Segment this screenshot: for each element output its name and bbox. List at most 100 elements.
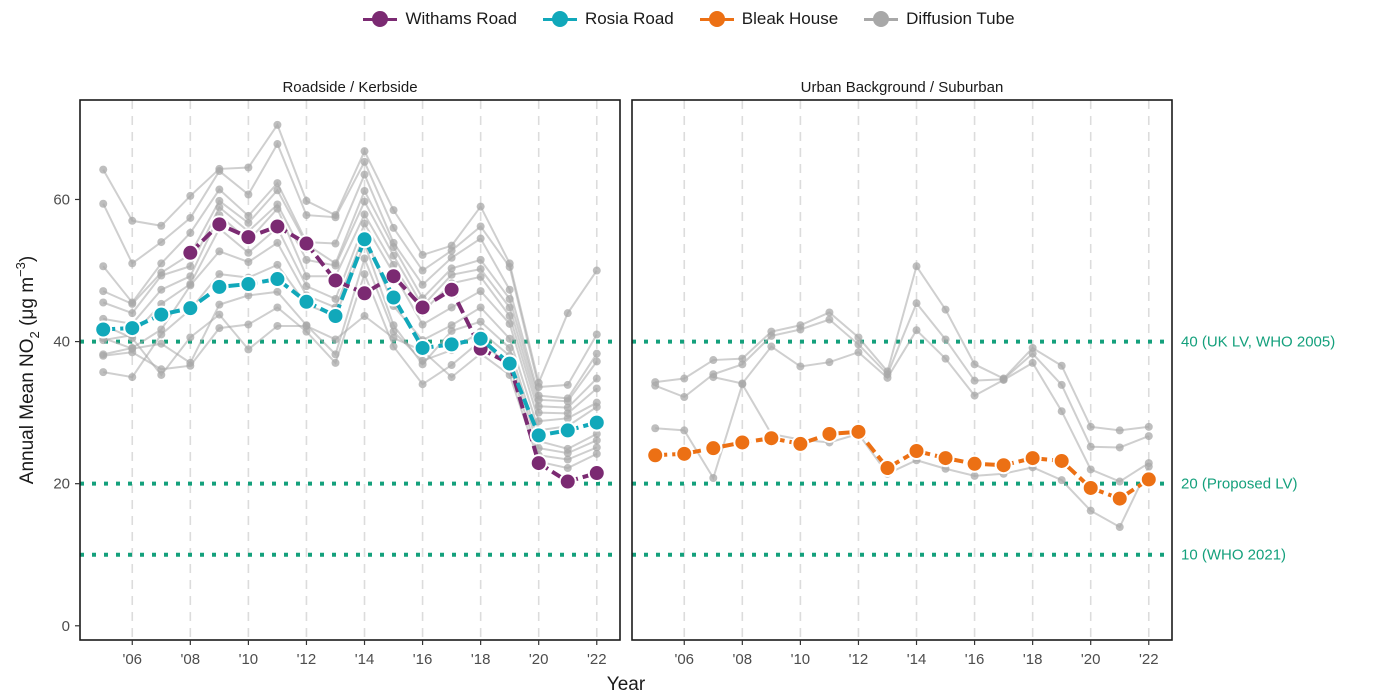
bleak-house-line xyxy=(655,429,1150,501)
rosia-road-point xyxy=(123,319,142,338)
x-tick-label: '08 xyxy=(733,651,753,668)
diffusion-tube-point xyxy=(592,402,601,411)
diffusion-tube-point xyxy=(592,384,601,393)
diffusion-tube-point xyxy=(1057,361,1066,370)
diffusion-tube-point xyxy=(215,300,224,309)
diffusion-tube-point xyxy=(186,361,195,370)
bleak-house-point xyxy=(1139,470,1158,489)
legend-label: Bleak House xyxy=(741,9,839,28)
diffusion-tube-point xyxy=(389,251,398,260)
diffusion-tube-point xyxy=(447,246,456,255)
diffusion-tube-point xyxy=(186,262,195,271)
diffusion-tube-point xyxy=(157,330,166,339)
diffusion-tube-point xyxy=(505,262,514,271)
diffusion-tube-point xyxy=(244,258,253,266)
diffusion-tube-point xyxy=(563,397,572,406)
legend-item-withams-road[interactable]: Withams Road xyxy=(363,9,517,29)
bleak-house-point xyxy=(762,429,781,448)
bleak-house-point xyxy=(1110,489,1129,508)
x-tick-label: '06 xyxy=(122,651,142,668)
diffusion-tube-point xyxy=(912,299,921,308)
diffusion-tube-point xyxy=(709,356,718,365)
diffusion-tube-point xyxy=(360,147,369,156)
x-tick-label: '10 xyxy=(791,651,811,668)
diffusion-tube-point xyxy=(302,282,311,291)
bleak-house-point xyxy=(1023,449,1042,468)
diffusion-tube-point xyxy=(389,260,398,269)
diffusion-tube-point xyxy=(651,424,660,433)
withams-road-point xyxy=(413,298,432,317)
diffusion-tube-point xyxy=(186,191,195,200)
diffusion-tube-point xyxy=(883,373,892,382)
diffusion-tube-point xyxy=(476,202,485,211)
legend-item-rosia-road[interactable]: Rosia Road xyxy=(542,9,674,29)
diffusion-tube-point xyxy=(1086,422,1095,431)
diffusion-tube-point xyxy=(360,219,369,228)
diffusion-tube-point xyxy=(157,238,166,247)
diffusion-tube-point xyxy=(99,368,108,377)
y-axis-title-part: Annual Mean NO xyxy=(17,338,38,484)
diffusion-tube-point xyxy=(999,375,1008,384)
diffusion-tube-point xyxy=(941,354,950,363)
diffusion-tube-point xyxy=(505,319,514,328)
diffusion-tube-point xyxy=(215,167,224,176)
diffusion-tube-point xyxy=(273,238,282,247)
legend-key-rosia-road xyxy=(542,11,577,27)
diffusion-tube-point xyxy=(273,321,282,330)
diffusion-tube-line xyxy=(103,206,598,415)
x-tick-label: '18 xyxy=(1023,651,1043,668)
diffusion-tube-point xyxy=(505,285,514,294)
diffusion-tube-point xyxy=(331,261,340,270)
diffusion-tube-point xyxy=(447,253,456,262)
legend-key-diffusion-tube xyxy=(864,11,899,27)
x-tick-label: '16 xyxy=(413,651,433,668)
diffusion-tube-point xyxy=(128,373,137,382)
diffusion-tube-point xyxy=(244,320,253,329)
diffusion-tube-point xyxy=(331,239,340,248)
legend-label: Diffusion Tube xyxy=(906,9,1015,28)
legend-label: Rosia Road xyxy=(584,9,674,28)
diffusion-tube-point xyxy=(592,374,601,383)
x-tick-label: '20 xyxy=(529,651,549,668)
withams-road-point xyxy=(210,215,229,234)
diffusion-tube-point xyxy=(186,281,195,290)
reference-line-label: 20 (Proposed LV) xyxy=(1181,476,1297,493)
diffusion-tube-point xyxy=(244,218,253,227)
diffusion-tube-point xyxy=(447,321,456,330)
legend-item-bleak-house[interactable]: Bleak House xyxy=(699,9,839,29)
diffusion-tube-point xyxy=(941,305,950,314)
diffusion-tube-point xyxy=(418,356,427,365)
diffusion-tube-point xyxy=(389,334,398,343)
diffusion-tube-point xyxy=(1086,506,1095,515)
diffusion-tube-point xyxy=(505,294,514,303)
diffusion-tube-point xyxy=(302,255,311,264)
rosia-road-point xyxy=(442,335,461,354)
x-tick-label: '10 xyxy=(239,651,259,668)
x-tick-label: '14 xyxy=(907,651,927,668)
diffusion-tube-point xyxy=(592,449,601,458)
diffusion-tube-point xyxy=(128,309,137,318)
diffusion-tube-point xyxy=(825,358,834,367)
withams-road-point xyxy=(442,280,461,299)
legend-item-diffusion-tube[interactable]: Diffusion Tube xyxy=(864,9,1015,29)
reference-line-label: 10 (WHO 2021) xyxy=(1181,547,1286,564)
diffusion-tube-point xyxy=(738,380,747,389)
diffusion-tube-point xyxy=(476,317,485,326)
diffusion-tube-point xyxy=(1057,380,1066,389)
diffusion-tube-point xyxy=(99,298,108,307)
diffusion-tube-line xyxy=(655,381,1150,529)
withams-road-point xyxy=(355,284,374,303)
diffusion-tube-point xyxy=(505,312,514,320)
bleak-house-point xyxy=(646,446,665,465)
diffusion-tube-point xyxy=(418,250,427,259)
diffusion-tube-point xyxy=(99,165,108,174)
bleak-house-point xyxy=(1081,478,1100,497)
diffusion-tube-point xyxy=(244,190,253,199)
legend-label: Withams Road xyxy=(405,9,517,28)
diffusion-tube-point xyxy=(941,335,950,344)
rosia-road-point xyxy=(181,299,200,318)
diffusion-tube-line xyxy=(102,141,598,389)
x-tick-label: '08 xyxy=(181,651,201,668)
diffusion-tube-point xyxy=(505,303,514,312)
bleak-house-point xyxy=(878,459,897,478)
